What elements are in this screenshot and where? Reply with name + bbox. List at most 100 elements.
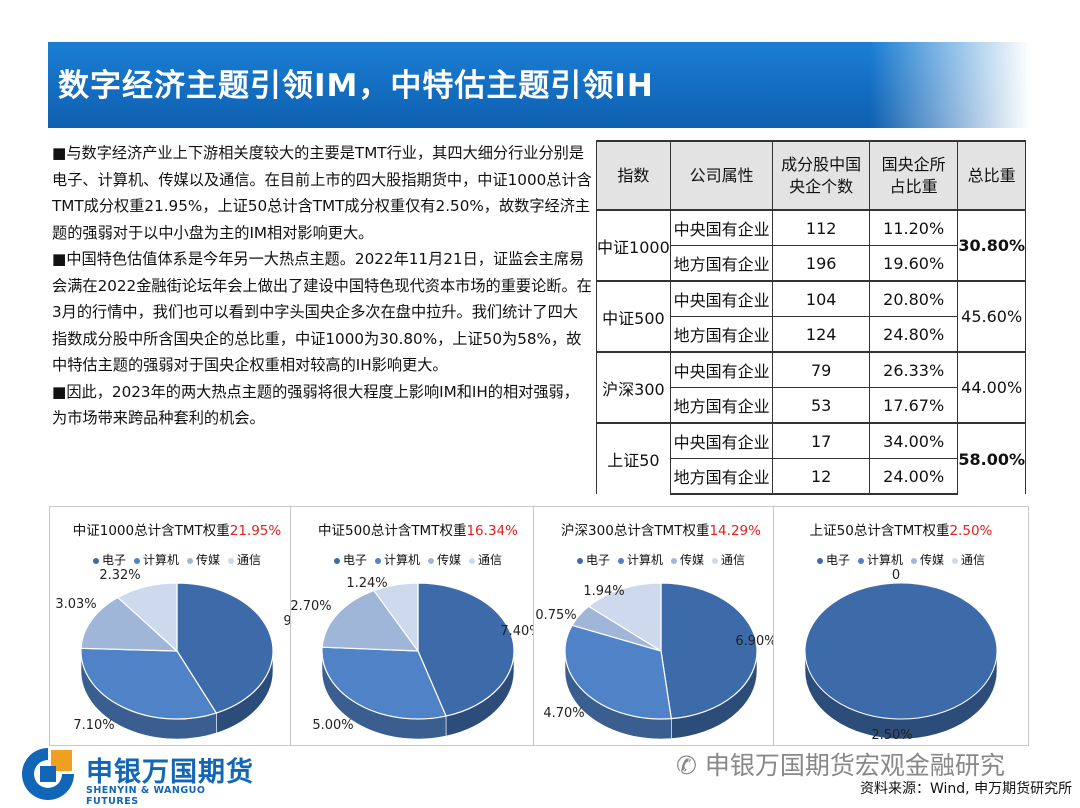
soe-weight: 17.67% bbox=[868, 387, 959, 424]
pie-slice-传媒 bbox=[80, 596, 179, 652]
company-logo: 申银万国期货 SHENYIN & WANGUO FUTURES bbox=[18, 744, 258, 807]
legend-swatch bbox=[857, 557, 864, 564]
data-label: 6.90% bbox=[735, 634, 776, 649]
pie-slice-电子 bbox=[660, 582, 758, 720]
data-label: 1.94% bbox=[583, 584, 624, 599]
soe-count: 124 bbox=[772, 316, 870, 353]
header-total: 总比重 bbox=[957, 140, 1026, 211]
table-row: 地方国有企业 124 24.80% bbox=[597, 316, 1026, 353]
header-soe-weight: 国央企所占比重 bbox=[868, 140, 959, 211]
pie-chart-zz500: 7.40% 5.00% 2.70% 1.24% 中证500总计含TMT权重16.34% 电… bbox=[290, 506, 546, 746]
legend-item: 计算机 bbox=[617, 553, 663, 567]
source-note: 资料来源：Wind, 申万期货研究所 bbox=[860, 781, 1073, 797]
paragraph-3: ■因此，2023年的两大热点主题的强弱将很大程度上影响IM和IH的相对强弱，为市… bbox=[52, 382, 579, 428]
soe-weight: 20.80% bbox=[868, 280, 959, 317]
paragraph-1: ■与数字经济产业上下游相关度较大的主要是TMT行业，其四大细分行业分别是电子、计… bbox=[52, 144, 592, 242]
pie-slice-电子 bbox=[804, 582, 998, 720]
legend-item: 通信 bbox=[228, 553, 261, 567]
logo-mark-icon bbox=[22, 748, 74, 800]
legend-item: 电子 bbox=[816, 553, 850, 567]
index-name: 沪深300 bbox=[596, 351, 671, 423]
table-row: 地方国有企业 12 24.00% bbox=[597, 458, 1026, 495]
logo-text-en: SHENYIN & WANGUO FUTURES bbox=[86, 785, 206, 807]
logo-text-cn: 申银万国期货 bbox=[86, 757, 254, 788]
pie-chart-zz1000: 9.50%7.10%3.03%2.32%中证1000总计含TMT权重21.95%… bbox=[49, 506, 305, 746]
legend-item: 电子 bbox=[576, 553, 610, 567]
pie-slice-计算机 bbox=[321, 646, 447, 720]
soe-weight: 26.33% bbox=[868, 351, 959, 388]
soe-weight-table: 指数 公司属性 成分股中国央企个数 国央企所占比重 总比重 中证1000 中央国… bbox=[596, 140, 1026, 495]
chart-title-value: 16.34% bbox=[466, 523, 518, 539]
pie-slice-通信 bbox=[587, 582, 662, 653]
legend-swatch bbox=[133, 557, 140, 564]
soe-count: 53 bbox=[772, 387, 870, 424]
data-label: 0.75% bbox=[535, 608, 576, 623]
legend-swatch bbox=[952, 557, 959, 564]
header-index: 指数 bbox=[596, 140, 671, 211]
chart-title-text: 沪深300总计含TMT权重 bbox=[561, 523, 710, 539]
data-label: 0 bbox=[892, 568, 900, 583]
soe-weight: 19.60% bbox=[868, 245, 959, 282]
table-row: 上证50 中央国有企业 17 34.00% 58.00% bbox=[596, 422, 1026, 494]
company-type: 中央国有企业 bbox=[669, 280, 774, 317]
pie-slice-计算机 bbox=[564, 624, 673, 720]
index-name: 上证50 bbox=[596, 422, 671, 494]
soe-weight: 11.20% bbox=[868, 209, 959, 246]
legend-swatch bbox=[187, 557, 193, 564]
data-label: 7.10% bbox=[73, 718, 114, 733]
body-text: ■与数字经济产业上下游相关度较大的主要是TMT行业，其四大细分行业分别是电子、计… bbox=[52, 140, 592, 432]
chart-title: 中证500总计含TMT权重16.34% bbox=[291, 519, 545, 539]
legend-item: 通信 bbox=[469, 553, 502, 567]
pie-chart-sz50: 2.50% 0 上证50总计含TMT权重2.50% 电子 计算机 传媒 通信 bbox=[773, 506, 1029, 746]
chart-title-text: 中证1000总计含TMT权重 bbox=[72, 523, 230, 539]
legend-swatch bbox=[92, 557, 99, 564]
chart-legend: 电子 计算机 传媒 通信 bbox=[534, 551, 788, 568]
pie-slice-传媒 bbox=[321, 589, 420, 652]
soe-count: 112 bbox=[772, 209, 870, 246]
company-type: 地方国有企业 bbox=[669, 316, 774, 353]
company-type: 中央国有企业 bbox=[669, 422, 774, 459]
legend-swatch bbox=[816, 557, 823, 564]
soe-count: 196 bbox=[772, 245, 870, 282]
pie-chart-hs300: 6.90% 4.70% 0.75% 1.94% 沪深300总计含TMT权重14.29% 电… bbox=[533, 506, 789, 746]
wechat-account: 申银万国期货宏观金融研究 bbox=[704, 751, 1005, 780]
total-weight: 30.80% bbox=[957, 209, 1026, 281]
company-type: 地方国有企业 bbox=[669, 458, 774, 495]
legend-item: 传媒 bbox=[671, 553, 704, 567]
header-company-type: 公司属性 bbox=[669, 140, 774, 211]
table-header: 指数 公司属性 成分股中国央企个数 国央企所占比重 总比重 bbox=[596, 140, 1026, 211]
pie-svg: 2.50% 0 bbox=[804, 568, 998, 743]
legend-item: 计算机 bbox=[133, 553, 179, 567]
soe-count: 12 bbox=[772, 458, 870, 495]
legend-swatch bbox=[671, 557, 677, 564]
company-type: 中央国有企业 bbox=[669, 209, 774, 246]
data-label: 1.24% bbox=[346, 576, 387, 591]
chart-title-text: 中证500总计含TMT权重 bbox=[318, 523, 467, 539]
legend-swatch bbox=[228, 557, 235, 564]
legend-swatch bbox=[617, 557, 624, 564]
company-type: 中央国有企业 bbox=[669, 351, 774, 388]
paragraph-2: ■中国特色估值体系是今年另一大热点主题。2022年11月21日，证监会主席易会满… bbox=[52, 250, 592, 374]
data-label: 7.40% bbox=[500, 624, 541, 639]
company-type: 地方国有企业 bbox=[669, 387, 774, 424]
chart-title: 中证1000总计含TMT权重21.95% bbox=[50, 519, 304, 539]
pie-slice-电子 bbox=[417, 582, 515, 717]
legend-swatch bbox=[911, 557, 917, 564]
company-type: 地方国有企业 bbox=[669, 245, 774, 282]
index-name: 中证1000 bbox=[596, 209, 671, 281]
data-label: 5.00% bbox=[312, 718, 353, 733]
pie-slice-计算机 bbox=[80, 647, 218, 720]
table-row: 中证1000 中央国有企业 112 11.20% 30.80% bbox=[596, 209, 1026, 281]
chart-title-value: 2.50% bbox=[949, 523, 993, 539]
data-label: 2.70% bbox=[291, 599, 332, 614]
legend-item: 传媒 bbox=[428, 553, 461, 567]
pie-slice-通信 bbox=[372, 582, 419, 653]
total-weight: 58.00% bbox=[957, 422, 1026, 494]
chart-legend: 电子 计算机 传媒 通信 bbox=[774, 551, 1028, 568]
wechat-watermark: ✆ 申银万国期货宏观金融研究 bbox=[676, 746, 1005, 782]
page-title: 数字经济主题引领IM，中特估主题引领IH bbox=[58, 68, 654, 104]
chart-title: 上证50总计含TMT权重2.50% bbox=[774, 519, 1028, 539]
chart-legend: 电子 计算机 传媒 通信 bbox=[50, 551, 304, 568]
soe-count: 79 bbox=[772, 351, 870, 388]
data-label: 2.50% bbox=[871, 728, 912, 743]
